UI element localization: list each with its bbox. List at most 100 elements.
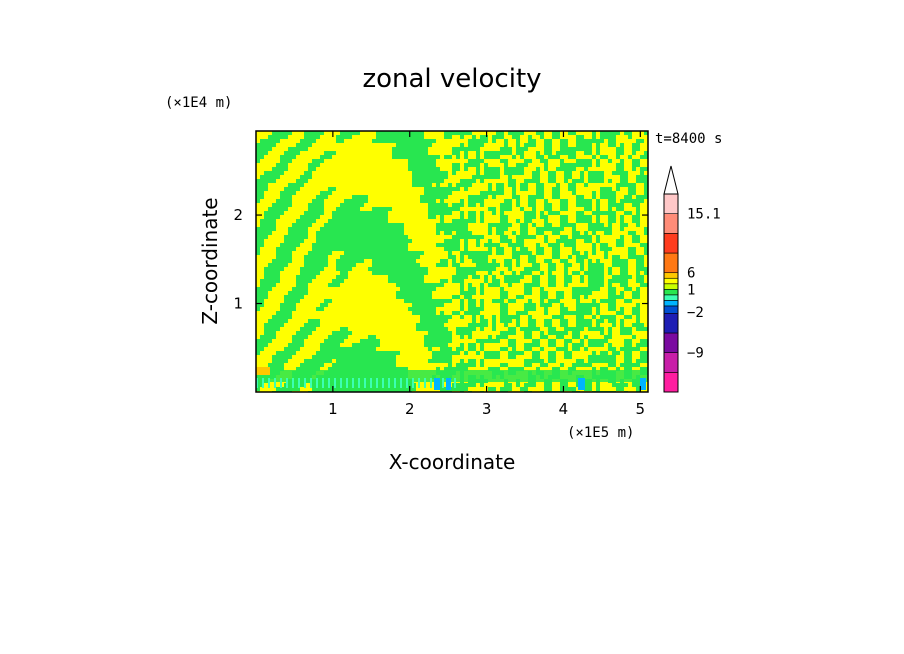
field-negative-cell <box>512 195 520 199</box>
field-negative-cell <box>304 255 328 259</box>
field-negative-cell <box>464 311 480 315</box>
field-negative-cell <box>608 271 612 275</box>
field-negative-cell <box>444 239 460 243</box>
field-negative-cell <box>620 223 628 227</box>
field-negative-cell <box>576 359 584 363</box>
field-negative-cell <box>480 315 484 319</box>
boundary-streak <box>334 378 336 388</box>
x-tick-label: 1 <box>328 400 338 418</box>
field-negative-cell <box>504 139 508 143</box>
field-negative-cell <box>528 195 544 199</box>
field-negative-cell <box>608 207 612 211</box>
field-negative-cell <box>516 319 520 323</box>
field-negative-cell <box>468 299 476 303</box>
field-negative-cell <box>632 239 640 243</box>
field-negative-cell <box>588 279 604 283</box>
x-tick-label: 4 <box>559 400 569 418</box>
field-negative-cell <box>332 215 388 219</box>
colorbar-cell <box>663 272 679 279</box>
field-negative-cell <box>320 343 340 347</box>
field-negative-cell <box>428 203 448 207</box>
field-negative-cell <box>624 367 632 371</box>
field-negative-cell <box>448 183 452 187</box>
field-negative-cell <box>296 283 308 287</box>
field-negative-cell <box>308 203 324 207</box>
field-negative-cell <box>552 195 560 199</box>
field-negative-cell <box>296 331 312 335</box>
x-axis-ticks: 1 2 3 4 5 <box>328 131 645 418</box>
colorbar-label: 6 <box>687 266 695 282</box>
field-negative-cell <box>548 275 556 279</box>
field-negative-cell <box>636 303 640 307</box>
field-negative-cell <box>576 215 592 219</box>
field-negative-cell <box>616 147 624 151</box>
field-negative-cell <box>320 303 328 307</box>
field-negative-cell <box>316 235 408 239</box>
field-negative-cell <box>560 207 568 211</box>
field-negative-cell <box>504 275 524 279</box>
field-negative-cell <box>496 183 504 187</box>
field-negative-cell <box>620 323 624 327</box>
field-negative-cell <box>492 323 496 327</box>
field-negative-cell <box>484 243 500 247</box>
field-negative-cell <box>428 215 436 219</box>
field-negative-cell <box>548 279 556 283</box>
field-negative-cell <box>556 291 564 295</box>
field-negative-cell <box>480 287 484 291</box>
field-negative-cell <box>408 307 436 311</box>
field-negative-cell <box>620 271 628 275</box>
colorbar-cell <box>663 372 679 393</box>
colorbar-cell <box>663 294 679 301</box>
field-negative-cell <box>564 351 572 355</box>
field-negative-cell <box>564 263 572 267</box>
field-negative-cell <box>316 351 400 355</box>
field-negative-cell <box>496 335 508 339</box>
field-negative-cell <box>504 199 512 203</box>
field-negative-cell <box>636 343 648 347</box>
field-negative-cell <box>560 215 568 219</box>
field-negative-cell <box>608 215 616 219</box>
field-negative-cell <box>536 191 544 195</box>
field-negative-cell <box>460 303 464 307</box>
field-negative-cell <box>504 171 524 175</box>
field-negative-cell <box>480 179 484 183</box>
field-negative-cell <box>636 263 644 267</box>
field-negative-cell <box>492 279 500 283</box>
field-negative-cell <box>592 251 596 255</box>
field-negative-cell <box>608 139 616 143</box>
field-negative-cell <box>536 243 540 247</box>
field-negative-cell <box>588 339 608 343</box>
field-negative-cell <box>512 155 516 159</box>
field-negative-cell <box>332 363 396 367</box>
field-negative-cell <box>576 159 592 163</box>
field-negative-cell <box>436 223 468 227</box>
boundary-streak <box>280 378 282 388</box>
field-negative-cell <box>256 155 264 159</box>
field-negative-cell <box>556 183 560 187</box>
field-negative-cell <box>332 331 352 335</box>
field-negative-cell <box>624 287 632 291</box>
field-negative-cell <box>608 159 612 163</box>
field-negative-cell <box>564 243 576 247</box>
field-negative-cell <box>472 259 488 263</box>
field-negative-cell <box>488 223 512 227</box>
field-negative-cell <box>524 211 536 215</box>
field-negative-cell <box>564 339 572 343</box>
field-negative-cell <box>516 311 528 315</box>
field-negative-cell <box>300 327 316 331</box>
field-negative-cell <box>504 143 508 147</box>
field-negative-cell <box>532 279 540 283</box>
field-negative-cell <box>548 299 560 303</box>
field-negative-cell <box>604 251 608 255</box>
field-negative-cell <box>556 335 564 339</box>
field-negative-cell <box>296 275 316 279</box>
boundary-streak <box>424 378 426 388</box>
field-negative-cell <box>468 199 484 203</box>
field-negative-cell <box>392 155 440 159</box>
field-negative-cell <box>480 303 484 307</box>
field-negative-cell <box>452 259 456 263</box>
colorbar-label: 1 <box>687 282 695 298</box>
field-negative-cell <box>596 159 600 163</box>
field-negative-cell <box>632 291 640 295</box>
field-negative-cell <box>316 231 404 235</box>
